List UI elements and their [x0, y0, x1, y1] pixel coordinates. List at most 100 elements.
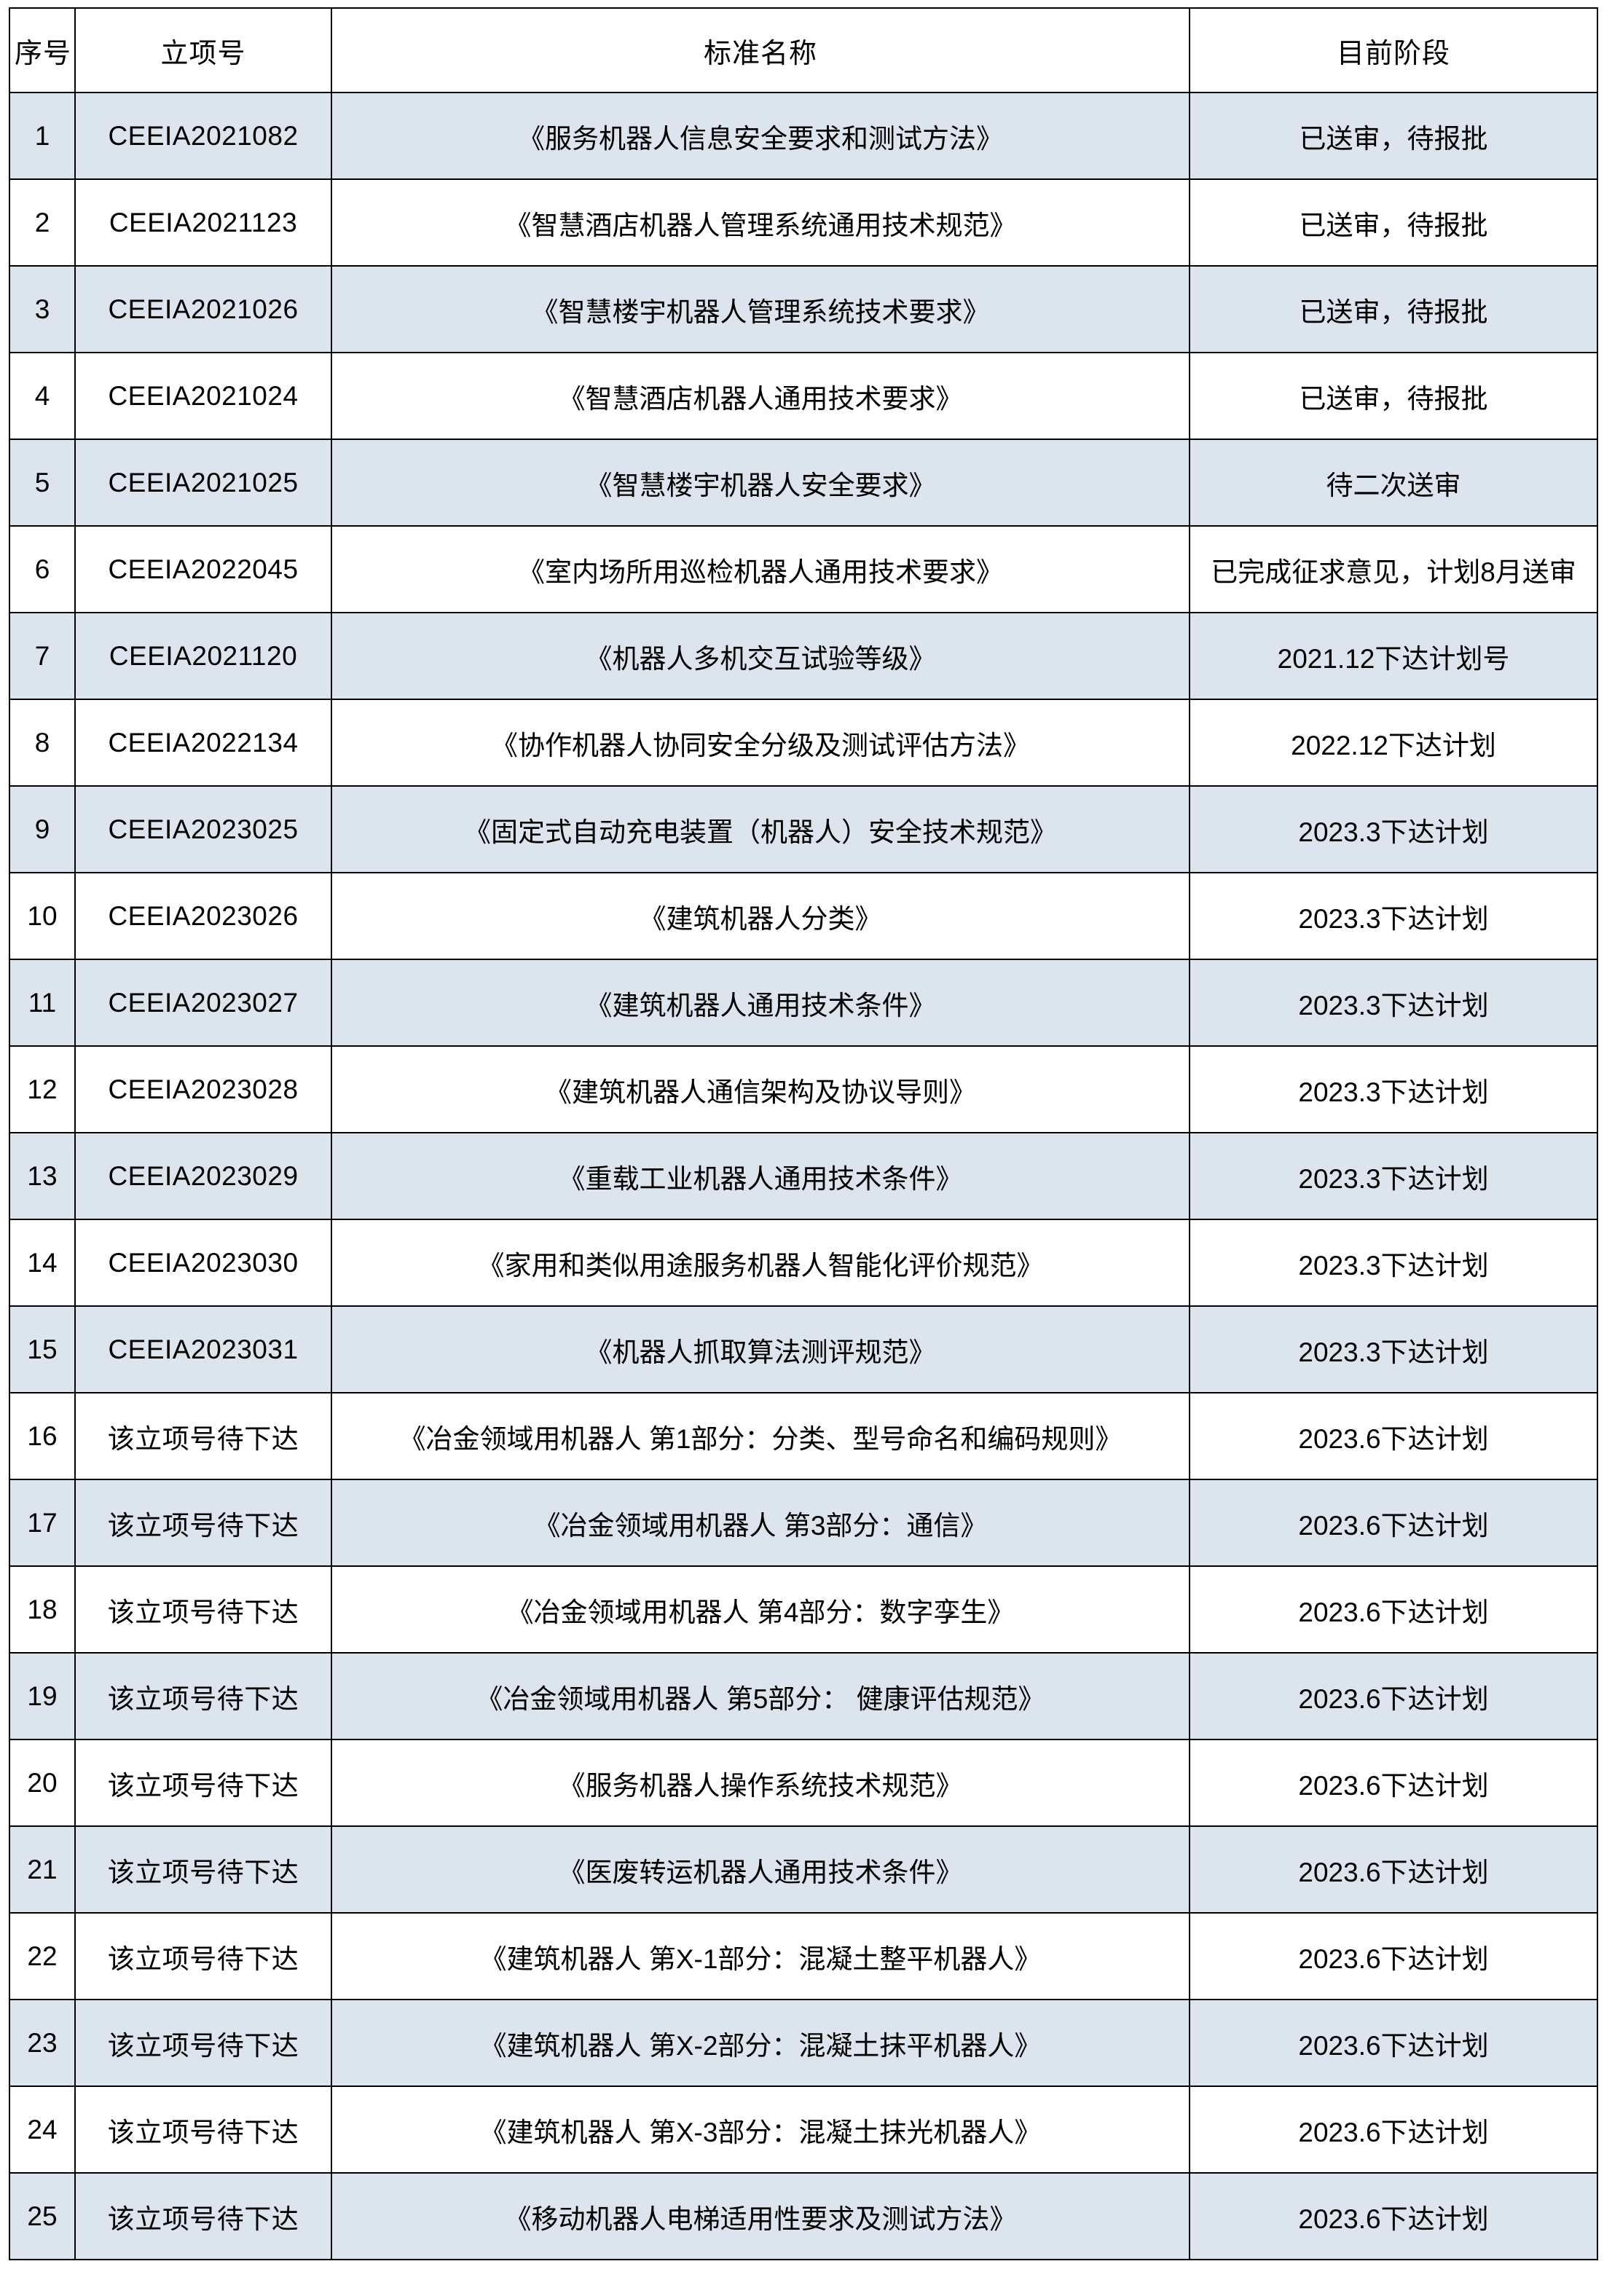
- cell-project-number: 该立项号待下达: [74, 1825, 332, 1914]
- cell-project-number: CEEIA2023028: [74, 1045, 332, 1133]
- cell-standard-name: 《固定式自动充电装置（机器人）安全技术规范》: [331, 785, 1190, 873]
- cell-project-number: CEEIA2022045: [74, 525, 332, 613]
- cell-standard-name: 《建筑机器人分类》: [331, 872, 1190, 960]
- cell-project-number: 该立项号待下达: [74, 2172, 332, 2260]
- table-row: 24 该立项号待下达 《建筑机器人 第X-3部分：混凝土抹光机器人》 2023.6下达…: [9, 2085, 1598, 2174]
- table-row: 3 CEEIA2021026 《智慧楼宇机器人管理系统技术要求》 已送审，待报批: [9, 265, 1598, 353]
- table-row: 5 CEEIA2021025 《智慧楼宇机器人安全要求》 待二次送审: [9, 439, 1598, 527]
- table-row: 7 CEEIA2021120 《机器人多机交互试验等级》 2021.12下达计划号: [9, 612, 1598, 700]
- cell-project-number: 该立项号待下达: [74, 1739, 332, 1827]
- cell-current-stage: 2023.6下达计划: [1189, 1652, 1598, 1740]
- cell-standard-name: 《冶金领域用机器人 第1部分：分类、型号命名和编码规则》: [331, 1392, 1190, 1480]
- cell-standard-name: 《冶金领域用机器人 第4部分：数字孪生》: [331, 1565, 1190, 1654]
- cell-current-stage: 已送审，待报批: [1189, 92, 1598, 180]
- cell-standard-name: 《智慧楼宇机器人管理系统技术要求》: [331, 265, 1190, 353]
- cell-project-number: CEEIA2023027: [74, 959, 332, 1047]
- cell-current-stage: 2023.3下达计划: [1189, 959, 1598, 1047]
- cell-sequence-number: 24: [9, 2085, 76, 2174]
- cell-sequence-number: 10: [9, 872, 76, 960]
- standards-table: 序号 立项号 标准名称 目前阶段 1 CEEIA2021082 《服务机器人信息安全…: [9, 7, 1598, 2260]
- table-row: 10 CEEIA2023026 《建筑机器人分类》 2023.3下达计划: [9, 872, 1598, 960]
- table-row: 14 CEEIA2023030 《家用和类似用途服务机器人智能化评价规范》 2023.…: [9, 1219, 1598, 1307]
- cell-standard-name: 《建筑机器人通用技术条件》: [331, 959, 1190, 1047]
- cell-sequence-number: 14: [9, 1219, 76, 1307]
- cell-project-number: CEEIA2021026: [74, 265, 332, 353]
- cell-standard-name: 《室内场所用巡检机器人通用技术要求》: [331, 525, 1190, 613]
- cell-standard-name: 《建筑机器人 第X-3部分：混凝土抹光机器人》: [331, 2085, 1190, 2174]
- cell-current-stage: 已完成征求意见，计划8月送审: [1189, 525, 1598, 613]
- table-row: 6 CEEIA2022045 《室内场所用巡检机器人通用技术要求》 已完成征求意见，计…: [9, 525, 1598, 613]
- cell-current-stage: 2023.6下达计划: [1189, 1392, 1598, 1480]
- cell-sequence-number: 20: [9, 1739, 76, 1827]
- cell-project-number: 该立项号待下达: [74, 1912, 332, 2000]
- cell-standard-name: 《建筑机器人 第X-2部分：混凝土抹平机器人》: [331, 1999, 1190, 2087]
- cell-current-stage: 2023.6下达计划: [1189, 2172, 1598, 2260]
- column-header-seq: 序号: [9, 7, 76, 93]
- cell-sequence-number: 8: [9, 699, 76, 787]
- cell-sequence-number: 17: [9, 1479, 76, 1567]
- cell-current-stage: 2023.6下达计划: [1189, 1999, 1598, 2087]
- table-header: 序号 立项号 标准名称 目前阶段: [9, 7, 1598, 93]
- table-row: 22 该立项号待下达 《建筑机器人 第X-1部分：混凝土整平机器人》 2023.6下达…: [9, 1912, 1598, 2000]
- cell-current-stage: 2023.3下达计划: [1189, 1219, 1598, 1307]
- cell-standard-name: 《医废转运机器人通用技术条件》: [331, 1825, 1190, 1914]
- cell-standard-name: 《冶金领域用机器人 第5部分： 健康评估规范》: [331, 1652, 1190, 1740]
- table-row: 17 该立项号待下达 《冶金领域用机器人 第3部分：通信》 2023.6下达计划: [9, 1479, 1598, 1567]
- table-row: 16 该立项号待下达 《冶金领域用机器人 第1部分：分类、型号命名和编码规则》 202…: [9, 1392, 1598, 1480]
- cell-current-stage: 已送审，待报批: [1189, 352, 1598, 440]
- cell-sequence-number: 21: [9, 1825, 76, 1914]
- cell-current-stage: 2023.6下达计划: [1189, 1739, 1598, 1827]
- cell-standard-name: 《智慧酒店机器人管理系统通用技术规范》: [331, 178, 1190, 267]
- cell-current-stage: 2023.3下达计划: [1189, 1305, 1598, 1393]
- cell-current-stage: 2021.12下达计划号: [1189, 612, 1598, 700]
- cell-standard-name: 《重载工业机器人通用技术条件》: [331, 1132, 1190, 1220]
- table-body: 1 CEEIA2021082 《服务机器人信息安全要求和测试方法》 已送审，待报批 2 C…: [9, 92, 1598, 2260]
- cell-sequence-number: 4: [9, 352, 76, 440]
- table-row: 1 CEEIA2021082 《服务机器人信息安全要求和测试方法》 已送审，待报批: [9, 92, 1598, 180]
- cell-sequence-number: 25: [9, 2172, 76, 2260]
- cell-current-stage: 2023.6下达计划: [1189, 1825, 1598, 1914]
- cell-standard-name: 《智慧酒店机器人通用技术要求》: [331, 352, 1190, 440]
- cell-sequence-number: 6: [9, 525, 76, 613]
- cell-project-number: 该立项号待下达: [74, 2085, 332, 2174]
- cell-project-number: 该立项号待下达: [74, 1652, 332, 1740]
- cell-sequence-number: 19: [9, 1652, 76, 1740]
- cell-sequence-number: 1: [9, 92, 76, 180]
- cell-project-number: CEEIA2021120: [74, 612, 332, 700]
- column-header-name: 标准名称: [331, 7, 1190, 93]
- cell-standard-name: 《协作机器人协同安全分级及测试评估方法》: [331, 699, 1190, 787]
- cell-standard-name: 《建筑机器人 第X-1部分：混凝土整平机器人》: [331, 1912, 1190, 2000]
- table-row: 21 该立项号待下达 《医废转运机器人通用技术条件》 2023.6下达计划: [9, 1825, 1598, 1914]
- cell-current-stage: 待二次送审: [1189, 439, 1598, 527]
- table-row: 13 CEEIA2023029 《重载工业机器人通用技术条件》 2023.3下达计划: [9, 1132, 1598, 1220]
- cell-sequence-number: 9: [9, 785, 76, 873]
- cell-sequence-number: 5: [9, 439, 76, 527]
- cell-current-stage: 2023.6下达计划: [1189, 1479, 1598, 1567]
- cell-standard-name: 《服务机器人信息安全要求和测试方法》: [331, 92, 1190, 180]
- cell-sequence-number: 16: [9, 1392, 76, 1480]
- header-row: 序号 立项号 标准名称 目前阶段: [9, 7, 1598, 93]
- table-row: 15 CEEIA2023031 《机器人抓取算法测评规范》 2023.3下达计划: [9, 1305, 1598, 1393]
- table-row: 23 该立项号待下达 《建筑机器人 第X-2部分：混凝土抹平机器人》 2023.6下达…: [9, 1999, 1598, 2087]
- cell-sequence-number: 3: [9, 265, 76, 353]
- cell-sequence-number: 15: [9, 1305, 76, 1393]
- cell-current-stage: 2023.6下达计划: [1189, 1565, 1598, 1654]
- cell-current-stage: 2023.3下达计划: [1189, 785, 1598, 873]
- cell-current-stage: 2023.3下达计划: [1189, 872, 1598, 960]
- cell-current-stage: 已送审，待报批: [1189, 265, 1598, 353]
- table-row: 11 CEEIA2023027 《建筑机器人通用技术条件》 2023.3下达计划: [9, 959, 1598, 1047]
- column-header-proj: 立项号: [74, 7, 332, 93]
- cell-standard-name: 《智慧楼宇机器人安全要求》: [331, 439, 1190, 527]
- cell-project-number: 该立项号待下达: [74, 1565, 332, 1654]
- cell-project-number: CEEIA2021025: [74, 439, 332, 527]
- column-header-stage: 目前阶段: [1189, 7, 1598, 93]
- cell-project-number: CEEIA2021082: [74, 92, 332, 180]
- cell-current-stage: 2022.12下达计划: [1189, 699, 1598, 787]
- cell-sequence-number: 22: [9, 1912, 76, 2000]
- cell-sequence-number: 12: [9, 1045, 76, 1133]
- cell-sequence-number: 11: [9, 959, 76, 1047]
- cell-project-number: 该立项号待下达: [74, 1392, 332, 1480]
- table-row: 20 该立项号待下达 《服务机器人操作系统技术规范》 2023.6下达计划: [9, 1739, 1598, 1827]
- cell-project-number: 该立项号待下达: [74, 1479, 332, 1567]
- cell-sequence-number: 13: [9, 1132, 76, 1220]
